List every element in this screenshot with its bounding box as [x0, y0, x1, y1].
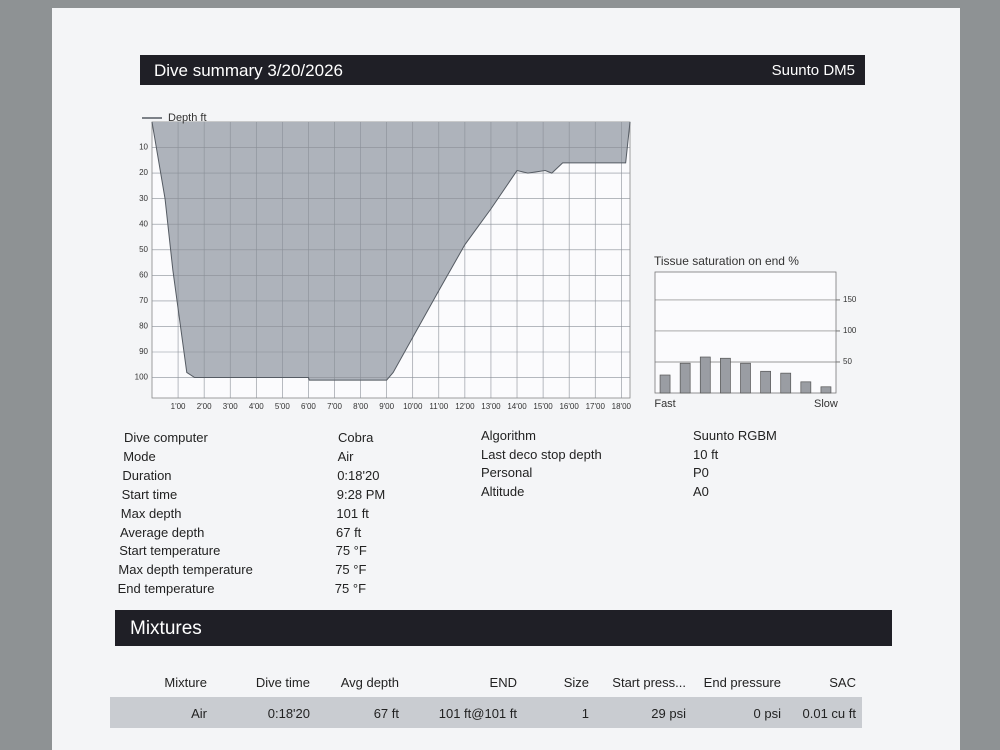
- table-cell: 0.01 cu ft: [802, 706, 856, 721]
- table-row-band: [110, 697, 862, 728]
- detail-value: 75 °F: [335, 562, 367, 578]
- brand: Suunto DM5: [771, 62, 855, 79]
- column-header: Mixture: [164, 675, 207, 690]
- bar: [679, 362, 691, 394]
- x-tick-label: 17'00: [586, 402, 606, 411]
- table-cell: Air: [191, 706, 207, 721]
- chart-title: Tissue saturation on end %: [654, 254, 799, 268]
- x-tick-label: 12'00: [455, 402, 475, 411]
- legend-label: Depth ft: [168, 112, 207, 124]
- detail-value: 9:28 PM: [336, 486, 386, 502]
- column-header: Start press...: [612, 675, 686, 690]
- x-tick-label: 5'00: [275, 402, 290, 411]
- x-tick-label: 11'00: [429, 402, 448, 411]
- y-tick-label: 50: [843, 357, 852, 366]
- detail-label: Altitude: [481, 484, 525, 500]
- y-tick-label: 150: [843, 295, 857, 304]
- detail-label: Algorithm: [481, 428, 536, 443]
- x-tick-label: 9'00: [379, 402, 394, 411]
- bar: [760, 370, 771, 394]
- x-tick-label: 1'00: [171, 402, 186, 411]
- detail-label: Max depth temperature: [118, 562, 253, 578]
- x-tick-label: 15'00: [533, 402, 553, 411]
- y-tick-label: 10: [139, 143, 148, 152]
- y-tick-label: 100: [135, 373, 149, 382]
- bar: [800, 381, 812, 394]
- detail-value: P0: [693, 465, 709, 481]
- x-tick-label: 14'00: [507, 402, 527, 411]
- bar: [659, 374, 671, 394]
- detail-label: Last deco stop depth: [481, 446, 602, 462]
- table-cell: 101 ft@101 ft: [438, 706, 517, 721]
- y-tick-label: 90: [139, 347, 148, 356]
- bar: [780, 372, 792, 394]
- column-header: Size: [563, 675, 589, 690]
- area-fill: [152, 122, 630, 381]
- table-cell: 0:18'20: [267, 706, 310, 721]
- detail-label: Personal: [481, 465, 533, 481]
- table-cell: 1: [581, 706, 589, 721]
- detail-value: 101 ft: [336, 505, 369, 521]
- detail-value: Cobra: [338, 430, 374, 445]
- y-tick-label: 60: [139, 270, 148, 279]
- x-tick-label: 4'00: [249, 402, 264, 411]
- column-header: END: [489, 675, 517, 690]
- detail-label: Dive computer: [124, 430, 208, 445]
- table-cell: 0 psi: [753, 706, 781, 721]
- column-header: SAC: [829, 675, 856, 690]
- column-header: Avg depth: [340, 675, 399, 690]
- column-header: Dive time: [255, 675, 310, 690]
- y-tick-label: 40: [139, 219, 148, 228]
- section-title: Mixtures: [130, 618, 202, 639]
- detail-value: A0: [693, 484, 709, 500]
- detail-label: Start time: [121, 486, 178, 502]
- bar: [699, 356, 711, 394]
- bar: [720, 357, 731, 394]
- x-tick-label: 10'00: [403, 402, 423, 411]
- title: Dive summary 3/20/2026: [154, 61, 343, 80]
- detail-value: 75 °F: [335, 543, 367, 559]
- detail-value: Air: [337, 448, 354, 464]
- x-tick-label: 18'00: [612, 402, 632, 411]
- detail-value: 75 °F: [334, 581, 367, 597]
- y-tick-label: 80: [139, 322, 148, 331]
- detail-value: Suunto RGBM: [693, 428, 777, 443]
- detail-value: 10 ft: [693, 446, 719, 462]
- column-header: End pressure: [703, 675, 781, 690]
- detail-value: 67 ft: [336, 524, 362, 540]
- detail-label: Duration: [122, 467, 172, 483]
- x-tick-label: 6'00: [301, 402, 316, 411]
- x-tick-label: Fast: [654, 398, 675, 410]
- x-tick-label: 8'00: [353, 402, 368, 411]
- bar: [820, 386, 832, 394]
- table-cell: 29 psi: [651, 706, 686, 721]
- detail-label: Mode: [123, 448, 156, 464]
- x-tick-label: 2'00: [197, 402, 212, 411]
- y-tick-label: 50: [139, 245, 148, 254]
- x-tick-label: Slow: [814, 398, 838, 410]
- y-tick-label: 30: [139, 194, 148, 203]
- detail-label: Start temperature: [119, 543, 221, 559]
- y-tick-label: 70: [139, 296, 148, 305]
- detail-label: End temperature: [117, 581, 215, 597]
- detail-value: 0:18'20: [337, 467, 380, 483]
- x-tick-label: 7'00: [327, 402, 342, 411]
- y-tick-label: 20: [139, 168, 148, 177]
- y-tick-label: 100: [843, 326, 857, 335]
- x-tick-label: 16'00: [559, 402, 579, 411]
- mixtures-bar: Mixtures: [115, 610, 892, 646]
- bar: [740, 362, 751, 394]
- title-bar: Dive summary 3/20/2026 Suunto DM5: [140, 55, 865, 85]
- detail-label: Max depth: [120, 505, 182, 521]
- x-tick-label: 13'00: [481, 402, 501, 411]
- table-cell: 67 ft: [373, 706, 399, 721]
- depth-line: [151, 121, 631, 381]
- x-tick-label: 3'00: [223, 402, 238, 411]
- detail-label: Average depth: [120, 524, 205, 540]
